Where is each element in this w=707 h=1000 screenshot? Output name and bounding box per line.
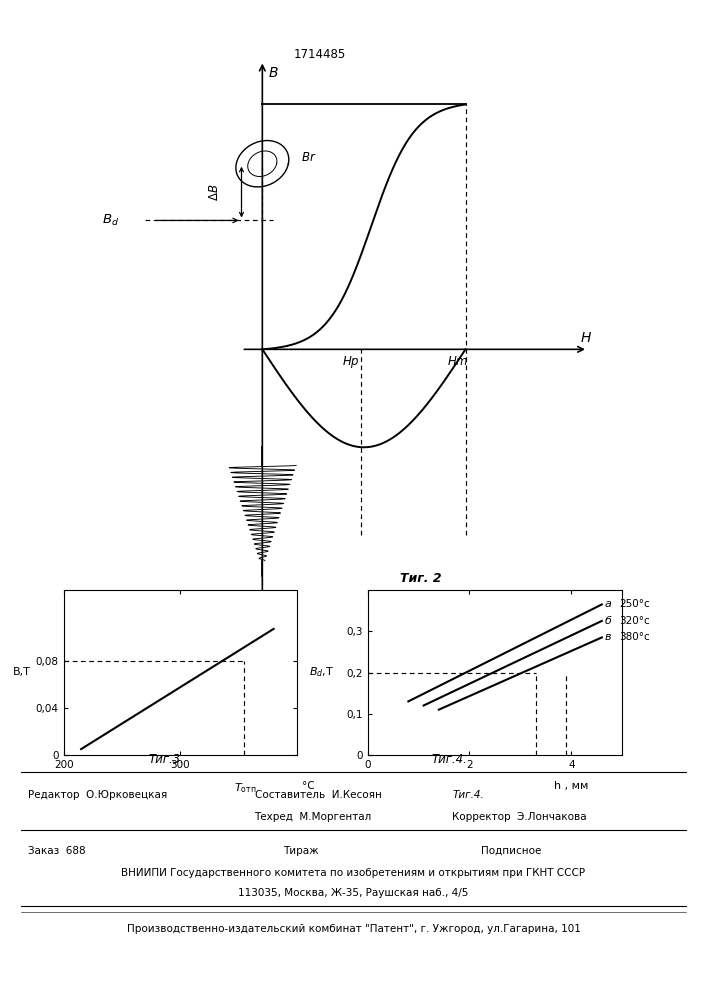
Text: $\Delta B$: $\Delta B$	[208, 183, 221, 201]
Text: 1714485: 1714485	[293, 48, 346, 61]
Text: Составитель  И.Кесоян: Составитель И.Кесоян	[255, 790, 381, 800]
Text: Редактор  О.Юрковецкая: Редактор О.Юрковецкая	[28, 790, 168, 800]
Text: б: б	[604, 616, 612, 626]
Text: в: в	[604, 632, 611, 642]
Text: °C: °C	[302, 781, 314, 791]
Text: B,T: B,T	[13, 668, 30, 678]
Text: $Hp$: $Hp$	[342, 354, 360, 370]
Text: $B_d$: $B_d$	[102, 213, 119, 228]
Text: $B_d$,T: $B_d$,T	[309, 666, 334, 679]
Text: $Hm$: $Hm$	[447, 355, 469, 368]
Text: a: a	[604, 599, 612, 609]
Text: 250°c: 250°c	[619, 599, 650, 609]
Text: 113035, Москва, Ж-35, Раушская наб., 4/5: 113035, Москва, Ж-35, Раушская наб., 4/5	[238, 888, 469, 898]
Text: 320°c: 320°c	[619, 616, 650, 626]
Text: Тираж: Тираж	[283, 846, 318, 856]
Text: $T_{\mathregular{отп}}$: $T_{\mathregular{отп}}$	[235, 781, 257, 795]
Text: Τиг.3.: Τиг.3.	[148, 753, 184, 766]
Text: h , мм: h , мм	[554, 781, 588, 791]
Text: $B$: $B$	[267, 66, 279, 80]
Text: Τиг.4.: Τиг.4.	[452, 790, 484, 800]
Text: $H$: $H$	[580, 331, 592, 345]
Text: ВНИИПИ Государственного комитета по изобретениям и открытиям при ГКНТ СССР: ВНИИПИ Государственного комитета по изоб…	[122, 868, 585, 878]
Text: Τиг. 2: Τиг. 2	[400, 572, 441, 585]
Text: Корректор  Э.Лончакова: Корректор Э.Лончакова	[452, 812, 587, 822]
Text: Подписное: Подписное	[481, 846, 541, 856]
Text: $t$: $t$	[267, 596, 276, 610]
Text: Τиг.4.: Τиг.4.	[431, 753, 467, 766]
Text: Производственно-издательский комбинат "Патент", г. Ужгород, ул.Гагарина, 101: Производственно-издательский комбинат "П…	[127, 924, 580, 934]
Text: Заказ  688: Заказ 688	[28, 846, 86, 856]
Text: 380°c: 380°c	[619, 632, 650, 642]
Text: $Br$: $Br$	[301, 151, 317, 164]
Text: Техред  М.Моргентал: Техред М.Моргентал	[255, 812, 372, 822]
